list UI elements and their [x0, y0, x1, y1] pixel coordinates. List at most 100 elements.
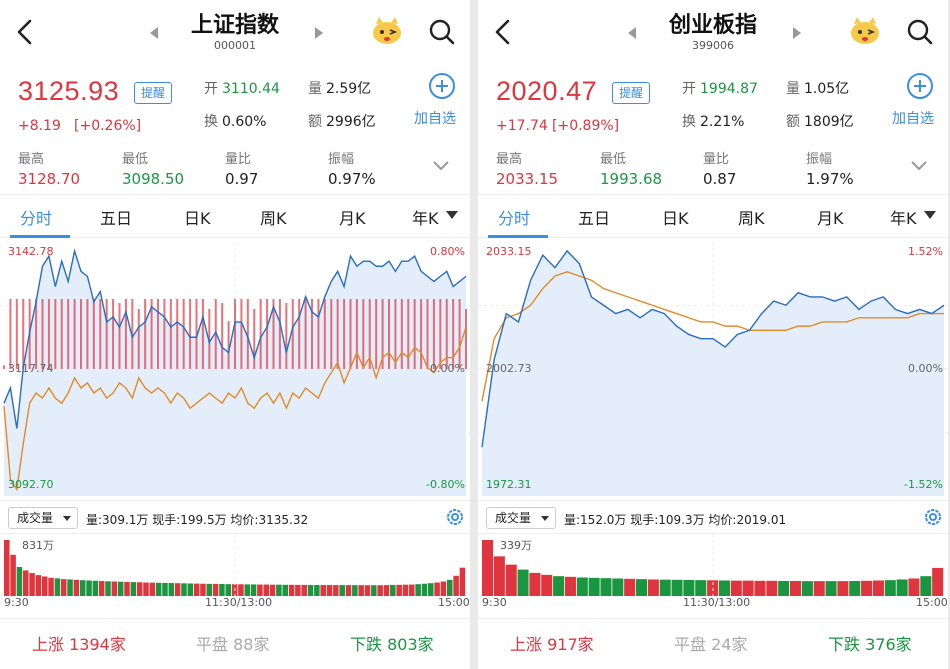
volume-bar	[263, 584, 270, 596]
back-arrow-icon[interactable]	[14, 18, 38, 46]
gear-icon[interactable]	[444, 506, 466, 528]
breadth-bar	[253, 309, 256, 369]
tab-weekly-k[interactable]: 周K	[738, 209, 765, 228]
volume-bar	[541, 574, 553, 596]
tab-daily-k[interactable]: 日K	[662, 209, 689, 228]
breadth-bar	[41, 299, 44, 369]
chevron-down-icon[interactable]	[910, 160, 928, 172]
intraday-chart[interactable]	[0, 238, 470, 500]
volume-bar	[695, 580, 707, 596]
volume-bar	[86, 580, 92, 596]
volume-bar	[4, 540, 10, 596]
volume-bar	[54, 578, 61, 596]
volume-toolbar: 成交量 量:152.0万 现手:109.3万 均价:2019.01	[478, 500, 948, 534]
tab-monthly-k[interactable]: 月K	[339, 209, 366, 228]
turnover-field: 换 0.60%	[204, 114, 267, 130]
breadth-bar	[465, 309, 467, 369]
volume-bar	[730, 580, 742, 596]
volume-bar	[67, 579, 73, 596]
breadth-bar	[381, 299, 384, 369]
dropdown-arrow-icon[interactable]	[446, 211, 458, 219]
breadth-bar	[407, 299, 410, 369]
volume-chart[interactable]	[478, 534, 948, 596]
add-favorite-icon[interactable]	[906, 72, 934, 100]
tab-yearly-k[interactable]: 年K	[412, 209, 439, 228]
search-icon[interactable]	[428, 18, 456, 46]
breadth-bar	[458, 299, 461, 369]
tab-five-day[interactable]: 五日	[100, 209, 133, 228]
volume-bar	[98, 581, 105, 596]
volume-bar	[307, 584, 314, 596]
time-start-label: 9:30	[4, 596, 29, 609]
breadth-bar	[272, 299, 275, 369]
mascot-icon[interactable]	[370, 14, 404, 46]
chevron-down-icon[interactable]	[432, 160, 450, 172]
tab-five-day[interactable]: 五日	[578, 209, 611, 228]
add-favorite-icon[interactable]	[428, 72, 456, 100]
stat-amplitude-label: 振幅	[806, 152, 833, 167]
volume-bar	[517, 569, 529, 596]
breadth-bar	[131, 299, 134, 369]
volume-bar	[269, 584, 276, 596]
volume-bar	[396, 584, 402, 596]
breadth-bar	[323, 299, 326, 369]
dropdown-arrow-icon[interactable]	[924, 211, 936, 219]
add-favorite-label[interactable]: 加自选	[414, 111, 456, 127]
stat-low-value: 1993.68	[600, 170, 663, 188]
volume-bar	[766, 580, 778, 596]
volume-bar	[73, 579, 80, 596]
next-index-icon[interactable]	[315, 27, 323, 39]
volume-bar	[124, 581, 130, 596]
breadth-bar	[208, 309, 211, 369]
tab-monthly-k[interactable]: 月K	[817, 209, 844, 228]
decliners-stat: 下跌 803家	[350, 635, 434, 654]
breadth-bar	[291, 299, 294, 369]
unchanged-stat: 平盘 24家	[674, 635, 748, 654]
breadth-bar: 上涨 1394家 平盘 88家 下跌 803家	[0, 618, 470, 669]
breadth-bar	[452, 299, 455, 369]
add-favorite-label[interactable]: 加自选	[892, 111, 934, 127]
intraday-chart[interactable]	[478, 238, 948, 500]
tab-yearly-k[interactable]: 年K	[890, 209, 917, 228]
breadth-bar	[67, 299, 70, 369]
volume-bar	[553, 576, 565, 596]
search-icon[interactable]	[906, 18, 934, 46]
decliners-stat: 下跌 376家	[828, 635, 912, 654]
stat-volratio-label: 量比	[225, 152, 252, 167]
remind-button[interactable]: 提醒	[134, 82, 172, 104]
volume-bar	[482, 540, 494, 596]
breadth-bar	[163, 299, 166, 369]
price-area	[4, 251, 466, 496]
indicator-select[interactable]: 成交量	[8, 507, 78, 529]
advancers-stat: 上涨 917家	[510, 635, 594, 654]
breadth-bar	[304, 299, 307, 369]
y-axis-bottom-label: 3092.70	[8, 478, 54, 491]
tab-intraday[interactable]: 分时	[20, 209, 53, 228]
breadth-bar	[311, 299, 313, 369]
tab-daily-k[interactable]: 日K	[184, 209, 211, 228]
mascot-icon[interactable]	[848, 14, 882, 46]
volume-bar	[612, 578, 624, 596]
prev-index-icon[interactable]	[628, 27, 636, 39]
volume-chart[interactable]	[0, 534, 470, 596]
price-line	[481, 249, 945, 448]
indicator-select[interactable]: 成交量	[486, 507, 556, 529]
volume-field: 量 2.59亿	[308, 81, 372, 97]
volume-bar	[447, 579, 453, 596]
tab-weekly-k[interactable]: 周K	[260, 209, 287, 228]
volume-bar	[896, 579, 908, 596]
index-panel-cy: 创业板指 399006 2020.47 提醒 +17.74 [+0.89%] 开…	[478, 0, 948, 669]
breadth-bar	[157, 299, 159, 369]
price-change-pct: [+0.26%]	[74, 118, 142, 134]
remind-button[interactable]: 提醒	[612, 82, 650, 104]
prev-index-icon[interactable]	[150, 27, 158, 39]
volume-bar	[345, 585, 352, 596]
next-index-icon[interactable]	[793, 27, 801, 39]
gear-icon[interactable]	[922, 506, 944, 528]
volume-bar	[22, 570, 29, 596]
volume-bar	[174, 583, 181, 596]
back-arrow-icon[interactable]	[492, 18, 516, 46]
volume-bar	[932, 567, 944, 596]
tab-intraday[interactable]: 分时	[498, 209, 531, 228]
time-mid-label: 11:30/13:00	[205, 596, 273, 609]
